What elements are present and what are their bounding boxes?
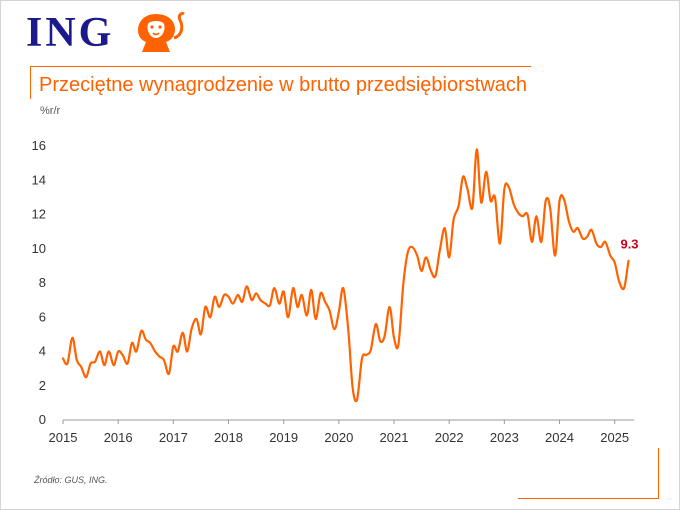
x-tick-label: 2016 — [104, 430, 133, 445]
y-unit-label: %r/r — [40, 105, 61, 117]
x-tick-label: 2023 — [490, 430, 519, 445]
y-tick-label: 4 — [39, 344, 46, 359]
y-tick-label: 14 — [32, 172, 46, 187]
x-tick-label: 2017 — [159, 430, 188, 445]
x-tick-label: 2018 — [214, 430, 243, 445]
y-tick-label: 2 — [39, 378, 46, 393]
x-tick-label: 2015 — [49, 430, 78, 445]
y-tick-label: 10 — [32, 241, 46, 256]
y-tick-label: 6 — [39, 309, 46, 324]
y-tick-labels: 0 2 4 6 8 10 12 14 16 — [32, 138, 46, 427]
series-line — [61, 148, 630, 403]
source-note: Źródło: GUS, ING. — [34, 475, 108, 485]
brand-wordmark: ING — [26, 10, 115, 56]
x-tick-label: 2022 — [435, 430, 464, 445]
x-tick-label: 2021 — [380, 430, 409, 445]
x-tick-label: 2019 — [269, 430, 298, 445]
lion-icon — [138, 12, 185, 52]
y-tick-label: 0 — [39, 412, 46, 427]
y-tick-label: 12 — [32, 207, 46, 222]
corner-accent — [518, 448, 659, 499]
y-tick-label: 16 — [32, 138, 46, 153]
x-tick-labels: 2015 2016 2017 2018 2019 2020 2021 2022 2023 2024… — [49, 420, 629, 445]
title-box: Przeciętne wynagrodzenie w brutto przeds… — [30, 66, 531, 99]
y-tick-label: 8 — [39, 275, 46, 290]
x-tick-label: 2024 — [545, 430, 574, 445]
chart-title: Przeciętne wynagrodzenie w brutto przeds… — [39, 74, 528, 96]
x-tick-label: 2020 — [324, 430, 353, 445]
last-value-label: 9.3 — [620, 237, 638, 252]
x-tick-label: 2025 — [600, 430, 629, 445]
